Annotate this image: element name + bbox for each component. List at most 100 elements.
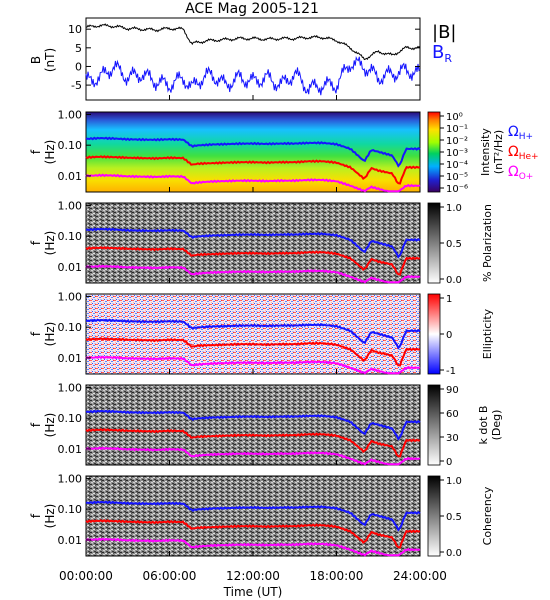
- freq-tick-label: 0.10: [58, 321, 83, 334]
- freq-panel-ellipticity: 1.00 0.10 0.01 f (Hz): [29, 290, 421, 375]
- field-trace-absb: [85, 23, 421, 61]
- k-dot-b-cb-label-1: k dot B: [477, 406, 490, 445]
- legend-omega-he: ΩHe+: [508, 144, 539, 162]
- legend-omega-o: ΩO+: [508, 164, 533, 182]
- gyro-line-o: [85, 446, 421, 466]
- gyro-line-o: [85, 264, 421, 284]
- ellipticity-colorbar-ticks: 1 0 -1: [440, 294, 456, 377]
- freq-tick-label: 1.00: [58, 381, 83, 394]
- colorbar-tick-label: 1: [446, 294, 452, 305]
- legend-br-sub: R: [444, 52, 452, 65]
- coherency-colorbar: [427, 475, 441, 557]
- freq-tick-label: 0.01: [58, 352, 83, 365]
- legend-omega-h: ΩH+: [508, 124, 533, 142]
- freq-panel-intensity: 1.00 0.10 0.01 f (Hz): [29, 108, 421, 193]
- colorbar-tick-label: 0.0: [446, 548, 462, 559]
- gyro-line-he: [85, 246, 421, 276]
- intensity-cb-label-2: (nT²/Hz): [492, 130, 505, 174]
- field-y-tick-label: 10: [68, 23, 82, 36]
- colorbar-tick-label: 1.0: [446, 476, 462, 487]
- frequency-panel-overlays: 1.000.100.01f (Hz)1.000.100.01f (Hz)1.000.…: [29, 108, 421, 557]
- colorbar-tick-label: 0.5: [446, 512, 462, 523]
- freq-tick-label: 0.10: [58, 139, 83, 152]
- intensity-cb-label-1: Intensity: [479, 128, 492, 176]
- gyro-line-he: [85, 337, 421, 367]
- colorbar-tick-label: 10⁰: [446, 112, 463, 123]
- gyro-line-h: [85, 409, 421, 441]
- intensity-colorbar: [427, 111, 441, 193]
- gyro-line-h: [85, 500, 421, 532]
- polarization-cb-label: % Polarization: [481, 204, 494, 282]
- legend-omega-he-label: Ω: [508, 144, 519, 160]
- coherency-cb-label: Coherency: [481, 486, 494, 545]
- freq-panel-coherency: 1.00 0.10 0.01 f (Hz): [29, 472, 421, 557]
- x-axis-label: Time (UT): [223, 585, 283, 599]
- gyro-line-o: [85, 355, 421, 375]
- freq-ylabel-unit: (Hz): [43, 140, 57, 165]
- gyro-line-he: [85, 155, 421, 185]
- freq-tick-label: 1.00: [58, 199, 83, 212]
- colorbar-tick-label: 10⁻⁵: [446, 172, 468, 183]
- colorbar-tick-label: 30: [446, 433, 459, 444]
- freq-ylabel-unit: (Hz): [43, 504, 57, 529]
- gyro-line-h: [85, 136, 421, 168]
- field-y-ticks: 10 5 0 -5: [68, 23, 420, 92]
- panel-coherency: 1.0 0.5 0.0 Coherency: [85, 475, 494, 559]
- field-y-tick-label: 5: [75, 42, 82, 55]
- colorbar-tick-label: 60: [446, 409, 459, 420]
- freq-tick-label: 0.10: [58, 230, 83, 243]
- colorbar-tick-label: 10⁻²: [446, 136, 468, 147]
- x-axis: 00:00:00 06:00:00 12:00:00 18:00:00 24:00:00: [59, 95, 447, 583]
- colorbar-tick-label: 0: [446, 330, 452, 341]
- gyro-line-o: [85, 537, 421, 557]
- freq-tick-label: 1.00: [58, 108, 83, 121]
- colorbar-tick-label: 90: [446, 385, 459, 396]
- freq-panel-polarization: 1.00 0.10 0.01 f (Hz): [29, 199, 421, 284]
- colorbar-tick-label: 0.0: [446, 275, 462, 286]
- colorbar-tick-label: 10⁻⁴: [446, 160, 468, 171]
- x-tick-label: 18:00:00: [310, 569, 364, 583]
- k-dot-b-cb-label-2: (Deg): [490, 410, 503, 441]
- field-trace-br: [85, 55, 421, 96]
- freq-ylabel: f: [29, 422, 43, 427]
- ellipticity-cb-label: Ellipticity: [481, 308, 494, 359]
- freq-tick-label: 0.01: [58, 534, 83, 547]
- colorbar-tick-label: 10⁻³: [446, 148, 468, 159]
- k-dot-b-colorbar-ticks: 90 60 30 0: [440, 385, 459, 468]
- freq-ylabel: f: [29, 240, 43, 245]
- x-tick-label: 06:00:00: [143, 569, 197, 583]
- field-y-tick-label: 0: [75, 60, 82, 73]
- legend-omega-o-sub: O+: [519, 172, 534, 182]
- freq-ylabel-unit: (Hz): [43, 322, 57, 347]
- figure-title: ACE Mag 2005-121: [185, 1, 319, 17]
- panel-ellipticity: 1 0 -1 Ellipticity: [85, 293, 494, 377]
- freq-panel-k_dot_b: 1.00 0.10 0.01 f (Hz): [29, 381, 421, 466]
- colorbar-tick-label: 10⁻¹: [446, 124, 468, 135]
- k-dot-b-colorbar: [427, 384, 441, 466]
- gyro-line-h: [85, 318, 421, 350]
- gyro-line-he: [85, 428, 421, 458]
- ellipticity-colorbar: [427, 293, 441, 375]
- freq-tick-label: 0.10: [58, 503, 83, 516]
- legend-absb: |B|: [432, 22, 456, 43]
- legend-br: BR: [432, 42, 452, 65]
- colorbar-tick-label: 0: [446, 457, 452, 468]
- freq-tick-label: 0.01: [58, 170, 83, 183]
- colorbar-tick-label: 0.5: [446, 239, 462, 250]
- freq-ylabel-unit: (Hz): [43, 413, 57, 438]
- legend-omega-he-sub: He+: [519, 152, 539, 162]
- gyro-line-o: [85, 173, 421, 193]
- legend-br-label: B: [432, 42, 444, 63]
- colorbar-tick-label: 1.0: [446, 203, 462, 214]
- legend-omega-o-label: Ω: [508, 164, 519, 180]
- freq-tick-label: 1.00: [58, 290, 83, 303]
- panel-k-dot-b: 90 60 30 0 k dot B (Deg): [85, 384, 503, 468]
- gyro-line-h: [85, 227, 421, 259]
- panel-polarization: 1.0 0.5 0.0 % Polarization: [85, 202, 494, 286]
- field-ylabel-b: B: [29, 56, 43, 64]
- x-tick-label: 12:00:00: [226, 569, 280, 583]
- freq-ylabel: f: [29, 331, 43, 336]
- colorbar-tick-label: -1: [446, 366, 456, 377]
